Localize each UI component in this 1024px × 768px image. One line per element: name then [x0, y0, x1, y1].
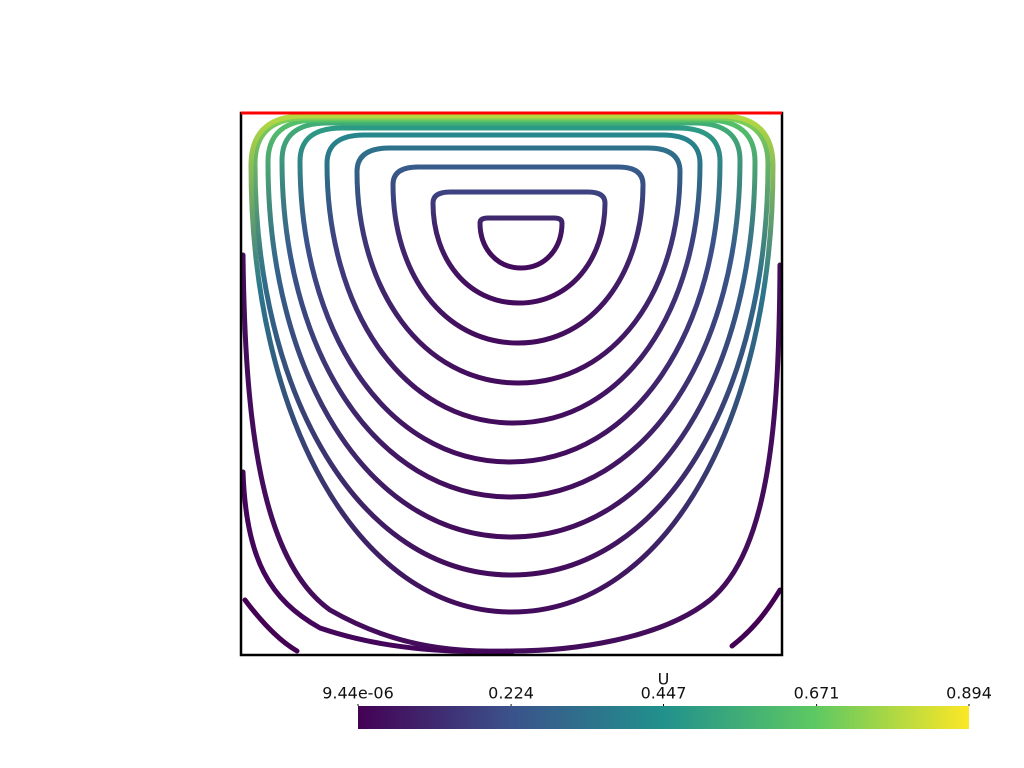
- colorbar-tick-label: 9.44e-06: [322, 684, 394, 703]
- colorbar-tick-label: 0.671: [794, 684, 840, 703]
- colorbar-title: U: [658, 670, 670, 689]
- streamline: [477, 215, 565, 271]
- colorbar-tick-label: 0.224: [488, 684, 534, 703]
- streamline: [324, 132, 703, 426]
- streamline: [242, 597, 300, 654]
- streamline: [252, 115, 771, 578]
- streamline: [729, 587, 783, 649]
- streamline: [248, 113, 776, 615]
- colorbar-tick-label: 0.447: [641, 684, 687, 703]
- streamline: [297, 125, 723, 465]
- streamline: [390, 164, 646, 346]
- streamline: [354, 145, 683, 386]
- streamlines: [240, 113, 783, 655]
- colorbar-tick-label: 0.894: [946, 684, 992, 703]
- streamline: [265, 117, 758, 540]
- streamline: [240, 469, 515, 655]
- colorbar: [358, 706, 969, 729]
- streamline: [430, 189, 608, 306]
- streamline: [279, 120, 743, 500]
